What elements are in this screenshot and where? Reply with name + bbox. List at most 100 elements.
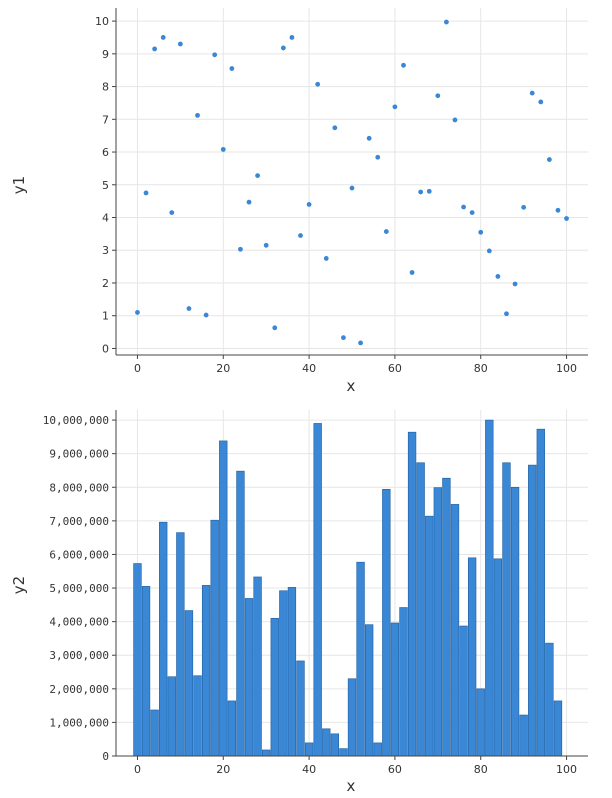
bar — [553, 700, 563, 757]
bar — [210, 519, 219, 757]
y2-x-axis-label: x — [347, 777, 356, 795]
y2-y-axis-label: y2 — [10, 576, 28, 594]
scatter-point — [478, 229, 484, 235]
scatter-point — [529, 90, 535, 96]
y-tick-label: 5 — [102, 179, 109, 192]
bar — [485, 419, 494, 757]
bar — [287, 587, 297, 757]
y-tick-label: 1 — [102, 310, 109, 323]
bar — [519, 714, 528, 757]
bar-chart-y2: 0 20 40 60 80 100 0 1,000,000 2,000,000 3,000,00… — [10, 410, 588, 795]
scatter-point — [392, 104, 398, 110]
scatter-point — [521, 204, 527, 210]
scatter-point — [546, 157, 552, 162]
y-tick-label: 1,000,000 — [49, 716, 109, 729]
scatter-point — [469, 210, 475, 215]
x-tick-label: 100 — [556, 763, 577, 776]
scatter-point — [383, 229, 389, 234]
bar — [347, 678, 357, 757]
bar — [365, 624, 374, 757]
bar — [467, 557, 477, 757]
scatter-point — [418, 189, 424, 195]
bar — [545, 642, 554, 757]
scatter-point — [504, 311, 509, 317]
scatter-point — [263, 242, 269, 248]
bar — [528, 464, 537, 757]
y-tick-label: 5,000,000 — [49, 582, 109, 595]
bar — [167, 676, 176, 757]
bar — [244, 598, 254, 757]
scatter-point — [186, 306, 192, 311]
y-tick-label: 8,000,000 — [49, 481, 109, 494]
x-tick-label: 80 — [474, 763, 488, 776]
y2-bars — [133, 419, 563, 757]
y-tick-label: 3,000,000 — [49, 649, 109, 662]
y1-y-tick-labels: 0 1 2 3 4 5 6 7 8 9 10 — [95, 15, 109, 355]
scatter-point — [152, 46, 158, 52]
scatter-chart-y1: 0 20 40 60 80 100 0 1 2 3 4 5 6 7 8 9 10 x y1 — [10, 8, 588, 395]
scatter-point — [289, 35, 295, 40]
bar — [236, 470, 245, 757]
y1-y-axis-label: y1 — [10, 176, 28, 194]
bar — [425, 515, 434, 757]
x-tick-label: 0 — [134, 362, 141, 375]
y2-axes — [112, 410, 588, 760]
scatter-point — [435, 93, 441, 99]
scatter-point — [401, 62, 406, 68]
bar — [159, 521, 168, 757]
y-tick-label: 10 — [95, 15, 109, 28]
x-tick-label: 100 — [556, 362, 577, 375]
y1-axes — [112, 8, 588, 359]
bar — [184, 610, 194, 757]
y-tick-label: 6 — [102, 146, 109, 159]
bar — [382, 488, 391, 757]
bar — [133, 563, 142, 757]
x-tick-label: 0 — [134, 763, 141, 776]
bar — [502, 462, 511, 757]
y-tick-label: 7 — [102, 113, 109, 126]
x-tick-label: 40 — [302, 763, 316, 776]
x-tick-label: 20 — [216, 362, 230, 375]
y-tick-label: 4,000,000 — [49, 616, 109, 629]
bar — [510, 486, 520, 757]
bar — [433, 487, 442, 757]
bar — [322, 728, 331, 757]
bar — [442, 477, 451, 757]
scatter-point — [564, 216, 569, 221]
scatter-point — [143, 190, 149, 196]
bar — [227, 700, 237, 757]
scatter-point — [255, 173, 260, 179]
bar — [356, 561, 365, 757]
scatter-point — [220, 147, 226, 152]
bar — [390, 622, 400, 757]
y-tick-label: 9 — [102, 48, 109, 61]
bar — [416, 462, 425, 757]
y-tick-label: 2 — [102, 277, 109, 290]
scatter-point — [555, 207, 561, 213]
scatter-point — [160, 35, 166, 40]
scatter-point — [298, 233, 303, 238]
bar — [141, 586, 151, 757]
bar — [399, 607, 408, 757]
y1-x-tick-labels: 0 20 40 60 80 100 — [134, 362, 577, 375]
scatter-point — [323, 256, 329, 261]
scatter-point — [177, 41, 183, 47]
x-tick-label: 40 — [302, 362, 316, 375]
scatter-point — [195, 112, 200, 118]
scatter-point — [452, 117, 458, 123]
bar — [296, 660, 305, 757]
bar — [313, 423, 322, 757]
scatter-point — [203, 312, 209, 318]
bar — [253, 576, 262, 757]
bar — [201, 585, 211, 757]
scatter-point — [341, 335, 346, 341]
scatter-point — [135, 310, 140, 315]
scatter-point — [169, 210, 175, 215]
x-tick-label: 60 — [388, 362, 402, 375]
y-tick-label: 8 — [102, 81, 109, 94]
y-tick-label: 0 — [102, 342, 109, 355]
y1-gridlines — [116, 8, 588, 355]
scatter-point — [212, 52, 218, 58]
y-tick-label: 9,000,000 — [49, 448, 109, 461]
